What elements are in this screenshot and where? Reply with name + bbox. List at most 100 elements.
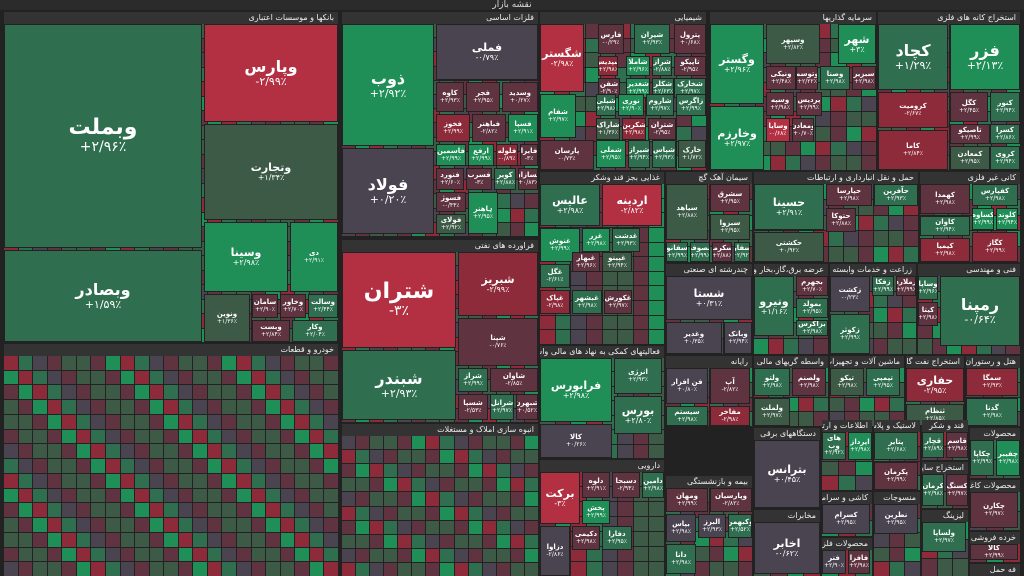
- mini-tile[interactable]: [135, 562, 149, 576]
- mini-tile[interactable]: [356, 450, 370, 464]
- mini-tile[interactable]: [91, 562, 105, 576]
- stock-tile[interactable]: چکارن +۲/۹۷٪: [970, 492, 1018, 528]
- mini-tile[interactable]: [649, 242, 664, 257]
- stock-tile[interactable]: دانا +۲/۹۸٪: [666, 544, 696, 574]
- mini-tile[interactable]: [904, 231, 918, 247]
- mini-tile[interactable]: [482, 450, 496, 464]
- stock-tile[interactable]: زکوثر +۲/۹۹٪: [830, 314, 870, 354]
- mini-tile[interactable]: [135, 444, 149, 459]
- mini-tile[interactable]: [524, 548, 538, 562]
- mini-tile[interactable]: [454, 548, 468, 562]
- stock-tile[interactable]: غدشت +۲/۹۳٪: [612, 228, 640, 252]
- stock-tile[interactable]: ومعادن+۰/۷۰٪: [792, 118, 814, 142]
- mini-tile[interactable]: [207, 547, 222, 562]
- stock-tile[interactable]: فخوز +۲/۹۹٪: [436, 114, 470, 142]
- mini-tile[interactable]: [510, 436, 524, 450]
- mini-tile[interactable]: [222, 414, 237, 429]
- mini-tile[interactable]: [384, 464, 398, 478]
- mini-tile[interactable]: [426, 548, 440, 562]
- mini-tile[interactable]: [266, 385, 280, 400]
- sector-title[interactable]: لاستیک و پلاستیک: [874, 421, 916, 430]
- mini-tile[interactable]: [4, 473, 18, 488]
- stock-tile[interactable]: کسنگ +۲/۹۷٪: [946, 474, 968, 506]
- mini-tile[interactable]: [831, 112, 846, 126]
- stock-tile[interactable]: کمعادن +۲/۹۵٪: [950, 146, 990, 170]
- mini-tile[interactable]: [633, 562, 649, 576]
- mini-tile[interactable]: [861, 97, 876, 112]
- stock-tile[interactable]: ونیرو +۱/۱۶٪: [754, 276, 794, 336]
- mini-tile[interactable]: [937, 558, 953, 576]
- mini-tile[interactable]: [149, 473, 164, 488]
- stock-tile[interactable]: دفارا +۲/۹۵٪: [602, 526, 632, 550]
- mini-tile[interactable]: [295, 488, 309, 503]
- mini-tile[interactable]: [524, 520, 538, 534]
- mini-tile[interactable]: [324, 562, 338, 576]
- mini-tile[interactable]: [426, 492, 440, 506]
- mini-tile[interactable]: [251, 547, 266, 562]
- mini-tile[interactable]: [309, 562, 324, 576]
- mini-tile[interactable]: [62, 429, 76, 444]
- mini-tile[interactable]: [149, 547, 164, 562]
- mini-tile[interactable]: [370, 506, 384, 520]
- mini-tile[interactable]: [398, 464, 412, 478]
- sector-title[interactable]: هتل و رستوران: [966, 357, 1016, 366]
- mini-tile[interactable]: [586, 562, 602, 576]
- mini-tile[interactable]: [454, 450, 468, 464]
- stock-tile[interactable]: فسازان+۰/۸۳٪: [518, 168, 538, 190]
- mini-tile[interactable]: [324, 473, 338, 488]
- mini-tile[interactable]: [207, 473, 222, 488]
- mini-tile[interactable]: [571, 271, 586, 286]
- stock-tile[interactable]: شاراک +۱/۳۶٪: [596, 118, 620, 140]
- stock-tile[interactable]: فولای +۲/۹۲٪: [436, 214, 466, 234]
- mini-tile[interactable]: [4, 356, 18, 370]
- stock-tile[interactable]: فنورد +۲/۶۰٪: [436, 168, 464, 190]
- stock-tile[interactable]: فایرا -۳٪: [520, 144, 538, 166]
- mini-tile[interactable]: [149, 459, 164, 473]
- mini-tile[interactable]: [496, 436, 510, 450]
- mini-tile[interactable]: [207, 400, 222, 414]
- mini-tile[interactable]: [524, 208, 538, 222]
- mini-tile[interactable]: [602, 271, 618, 286]
- mini-tile[interactable]: [555, 330, 571, 344]
- mini-tile[interactable]: [370, 492, 384, 506]
- mini-tile[interactable]: [164, 414, 178, 429]
- stock-tile[interactable]: پتایر +۲/۶۸٪: [874, 432, 918, 460]
- mini-tile[interactable]: [135, 429, 149, 444]
- mini-tile[interactable]: [33, 488, 47, 503]
- mini-tile[interactable]: [178, 429, 193, 444]
- stock-tile[interactable]: شیران +۲/۹۳٪: [634, 24, 670, 54]
- mini-tile[interactable]: [571, 330, 586, 344]
- mini-tile[interactable]: [874, 533, 889, 547]
- mini-tile[interactable]: [62, 414, 76, 429]
- mini-tile[interactable]: [18, 356, 33, 370]
- mini-tile[interactable]: [91, 488, 105, 503]
- mini-tile[interactable]: [482, 492, 496, 506]
- mini-tile[interactable]: [164, 370, 178, 385]
- stock-tile[interactable]: تاصیکو +۲/۹۹٪: [950, 124, 990, 144]
- mini-tile[interactable]: [822, 476, 838, 490]
- mini-tile[interactable]: [135, 356, 149, 370]
- mini-tile[interactable]: [18, 429, 33, 444]
- mini-tile[interactable]: [222, 400, 237, 414]
- mini-tile[interactable]: [62, 488, 76, 503]
- mini-tile[interactable]: [830, 397, 844, 412]
- mini-tile[interactable]: [251, 414, 266, 429]
- mini-tile[interactable]: [222, 429, 237, 444]
- sector-title[interactable]: منسوجات: [883, 493, 916, 502]
- mini-tile[interactable]: [482, 534, 496, 548]
- mini-tile[interactable]: [135, 518, 149, 532]
- mini-tile[interactable]: [47, 488, 62, 503]
- mini-tile[interactable]: [149, 385, 164, 400]
- mini-tile[interactable]: [178, 473, 193, 488]
- stock-tile[interactable]: کروی +۲/۹۴٪: [990, 146, 1020, 170]
- mini-tile[interactable]: [496, 520, 510, 534]
- mini-tile[interactable]: [120, 562, 135, 576]
- mini-tile[interactable]: [4, 488, 18, 503]
- mini-tile[interactable]: [356, 562, 370, 576]
- mini-tile[interactable]: [412, 464, 426, 478]
- stock-tile[interactable]: حکشتی +۰/۹۲٪: [754, 232, 824, 262]
- mini-tile[interactable]: [18, 503, 33, 518]
- mini-tile[interactable]: [62, 459, 76, 473]
- mini-tile[interactable]: [510, 562, 524, 576]
- mini-tile[interactable]: [266, 562, 280, 576]
